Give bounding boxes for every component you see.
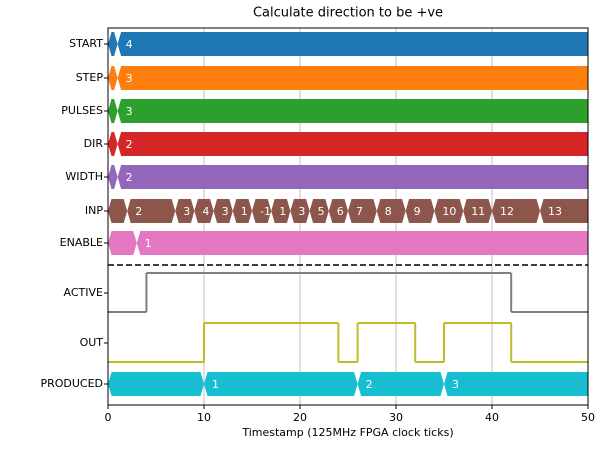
bus-segment — [204, 372, 358, 396]
bus-value-label: 1 — [145, 237, 152, 250]
bus-segment — [117, 99, 588, 123]
bus-segment — [232, 199, 252, 223]
bus-segment — [117, 132, 588, 156]
bus-segment — [108, 165, 118, 189]
y-tick-label: DIR — [84, 137, 104, 150]
bus-value-label: 2 — [126, 138, 133, 151]
bus-segment — [540, 199, 588, 223]
x-tick-label: 20 — [293, 411, 307, 424]
bus-value-label: 7 — [356, 205, 363, 218]
y-tick-label: STEP — [76, 71, 104, 84]
y-tick-label: PRODUCED — [40, 377, 103, 390]
bus-segment — [348, 199, 377, 223]
bus-segment — [492, 199, 540, 223]
bus-value-label: 10 — [442, 205, 456, 218]
bus-value-label: 2 — [126, 171, 133, 184]
bus-segment — [444, 372, 588, 396]
y-tick-label: START — [69, 37, 103, 50]
bus-segment — [136, 231, 589, 255]
bus-value-label: 3 — [126, 105, 133, 118]
bus-value-label: 2 — [135, 205, 142, 218]
x-tick-label: 30 — [389, 411, 403, 424]
bus-value-label: 3 — [298, 205, 305, 218]
bus-value-label: 8 — [385, 205, 392, 218]
bus-value-label: 9 — [414, 205, 421, 218]
bus-segment — [376, 199, 406, 223]
bus-segment — [108, 199, 128, 223]
bus-segment — [357, 372, 444, 396]
bus-value-label: 1 — [241, 205, 248, 218]
x-tick-label: 40 — [485, 411, 499, 424]
bus-segment — [117, 165, 588, 189]
x-tick-label: 50 — [581, 411, 595, 424]
bus-value-label: -1 — [260, 205, 271, 218]
bus-value-label: 1 — [212, 378, 219, 391]
bus-segment — [127, 199, 176, 223]
bus-value-label: 13 — [548, 205, 562, 218]
bus-segment — [463, 199, 492, 223]
y-tick-label: OUT — [80, 336, 104, 349]
bus-segment — [290, 199, 310, 223]
bus-segment — [108, 32, 118, 56]
bus-value-label: 3 — [126, 72, 133, 85]
axes-frame — [107, 27, 589, 406]
x-tick-label: 0 — [105, 411, 112, 424]
bus-segment — [309, 199, 329, 223]
bus-segment — [108, 132, 118, 156]
y-tick-label: INP — [85, 204, 103, 217]
bus-value-label: 3 — [452, 378, 459, 391]
bus-value-label: 1 — [279, 205, 286, 218]
y-tick-label: ENABLE — [60, 236, 103, 249]
bus-segment — [175, 199, 195, 223]
bus-segment — [108, 66, 118, 90]
bus-segment — [252, 199, 272, 223]
chart-title: Calculate direction to be +ve — [253, 6, 443, 21]
bus-value-label: 3 — [183, 205, 190, 218]
y-tick-label: ACTIVE — [64, 286, 104, 299]
bus-segment — [108, 231, 137, 255]
bus-value-label: 4 — [202, 205, 209, 218]
bus-value-label: 11 — [471, 205, 485, 218]
y-tick-label: WIDTH — [65, 170, 103, 183]
bus-segment — [117, 66, 588, 90]
bus-segment — [194, 199, 214, 223]
bus-value-label: 5 — [318, 205, 325, 218]
bus-segment — [117, 32, 588, 56]
y-tick-label: PULSES — [61, 104, 103, 117]
x-axis-label: Timestamp (125MHz FPGA clock ticks) — [241, 426, 453, 439]
bus-value-label: 2 — [366, 378, 373, 391]
bus-segment — [434, 199, 464, 223]
x-tick-label: 10 — [197, 411, 211, 424]
bus-value-label: 4 — [126, 38, 133, 51]
bus-segment — [405, 199, 435, 223]
bus-value-label: 12 — [500, 205, 514, 218]
bus-value-label: 3 — [222, 205, 229, 218]
bus-segment — [271, 199, 291, 223]
bus-segment — [108, 99, 118, 123]
bus-segment — [213, 199, 233, 223]
bus-segment — [328, 199, 348, 223]
bus-segment — [108, 372, 204, 396]
bus-value-label: 6 — [337, 205, 344, 218]
